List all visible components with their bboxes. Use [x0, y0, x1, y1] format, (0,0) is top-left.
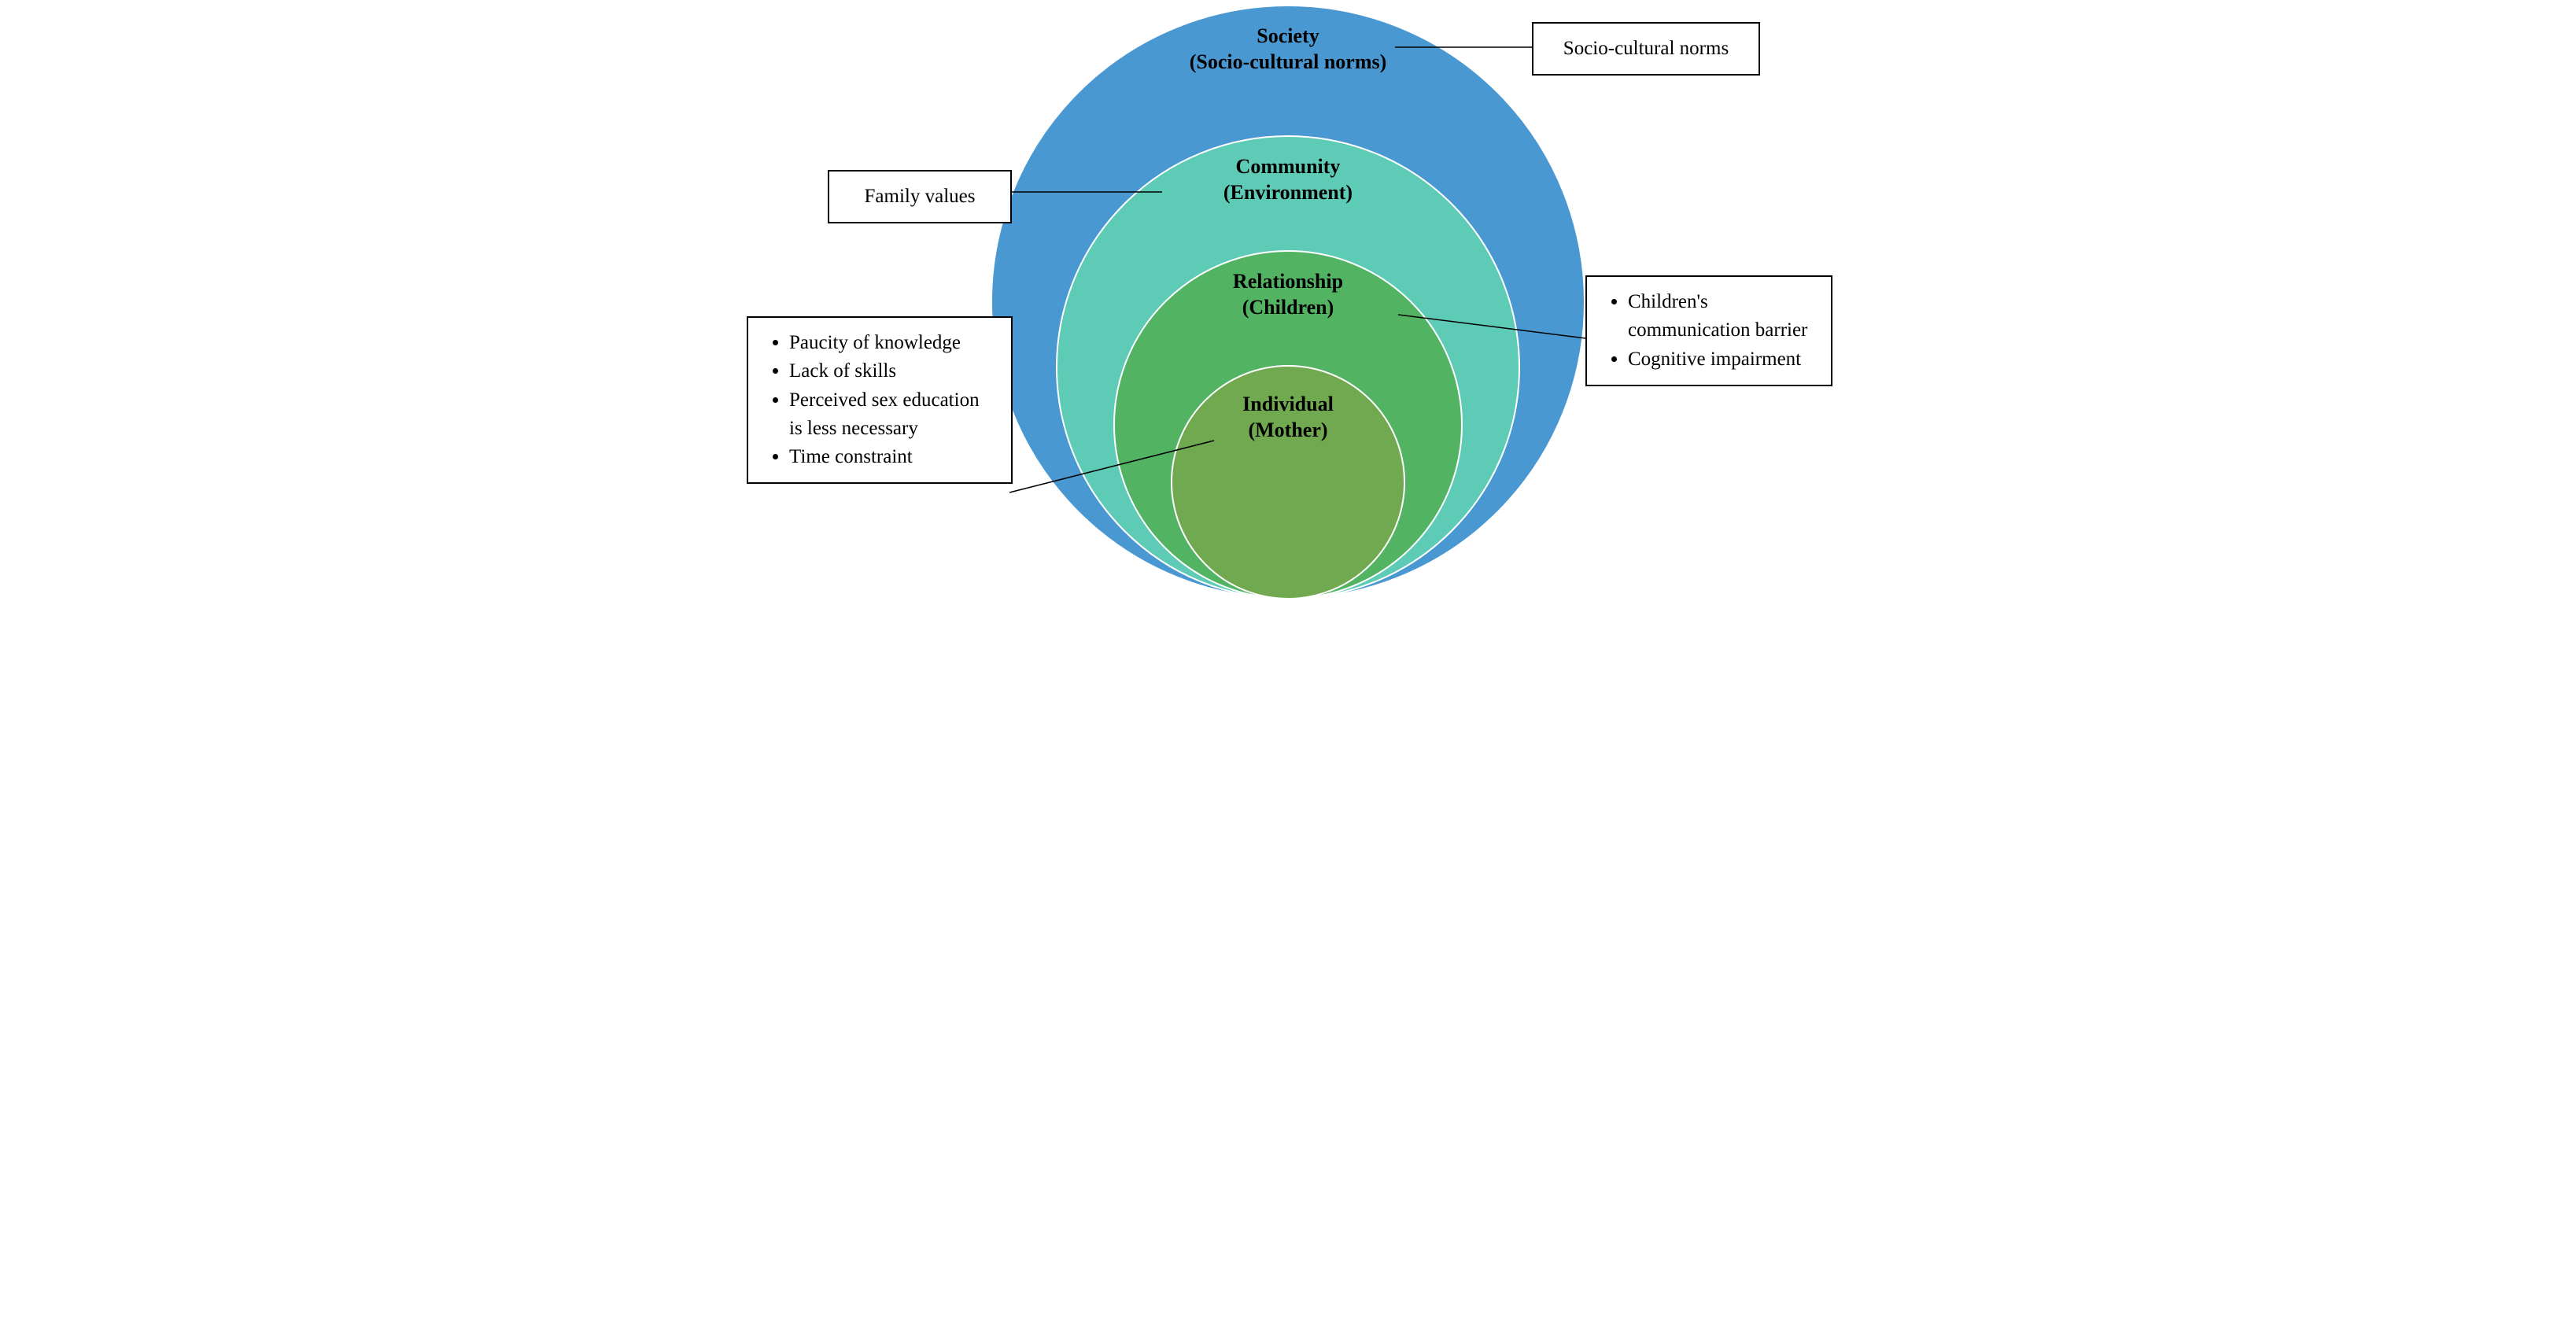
callout-individual-item-3: Time constraint: [789, 443, 994, 471]
callout-relationship: Children's communication barrier Cogniti…: [1585, 275, 1832, 386]
ring-label-community: Community (Environment): [1223, 154, 1353, 205]
callout-community-line1: Family values: [865, 186, 976, 207]
ring-subtitle-individual: (Mother): [1248, 419, 1327, 441]
ring-subtitle-society: (Socio-cultural norms): [1190, 50, 1387, 73]
callout-individual: Paucity of knowledge Lack of skills Perc…: [747, 316, 1013, 484]
callout-individual-item-0: Paucity of knowledge: [789, 329, 994, 357]
ecological-model-diagram: Society (Socio-cultural norms) Community…: [714, 0, 1862, 606]
ring-label-individual: Individual (Mother): [1242, 392, 1334, 443]
callout-community: Family values: [828, 170, 1012, 223]
callout-relationship-item-0: Children's communication barrier: [1628, 288, 1814, 345]
ring-label-society: Society (Socio-cultural norms): [1190, 24, 1387, 75]
ring-subtitle-relationship: (Children): [1242, 296, 1334, 319]
ring-label-relationship: Relationship (Children): [1233, 269, 1343, 320]
callout-society: Socio-cultural norms: [1532, 22, 1760, 76]
callout-relationship-item-1: Cognitive impairment: [1628, 345, 1814, 374]
callout-individual-item-2: Perceived sex education is less necessar…: [789, 386, 994, 444]
ring-title-individual: Individual: [1242, 393, 1334, 415]
ring-title-relationship: Relationship: [1233, 270, 1343, 293]
ring-title-society: Society: [1257, 24, 1319, 47]
callout-society-line1: Socio-cultural norms: [1563, 35, 1729, 63]
callout-individual-item-1: Lack of skills: [789, 357, 994, 385]
ring-title-community: Community: [1236, 155, 1341, 178]
ring-subtitle-community: (Environment): [1223, 181, 1353, 204]
